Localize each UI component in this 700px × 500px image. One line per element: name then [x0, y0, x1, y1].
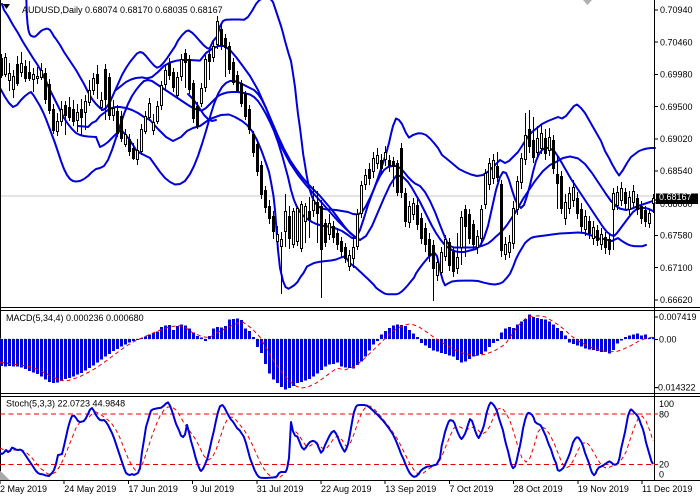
svg-text:0.70460: 0.70460 — [660, 37, 693, 47]
svg-text:0.67580: 0.67580 — [660, 231, 693, 241]
svg-text:9 Jul 2019: 9 Jul 2019 — [193, 484, 235, 494]
svg-text:AUDUSD,Daily 0.68074 0.68170: AUDUSD,Daily 0.68074 0.68170 0.68035 0.6… — [22, 5, 223, 15]
svg-text:0.69980: 0.69980 — [660, 70, 693, 80]
svg-text:0.68167: 0.68167 — [659, 192, 692, 202]
svg-text:2 May 2019: 2 May 2019 — [0, 484, 47, 494]
svg-text:0: 0 — [659, 470, 664, 480]
svg-text:20: 20 — [659, 460, 669, 470]
svg-text:22 Aug 2019: 22 Aug 2019 — [321, 484, 372, 494]
svg-text:11 Dec 2019: 11 Dec 2019 — [642, 484, 692, 494]
svg-text:7 Oct 2019: 7 Oct 2019 — [449, 484, 493, 494]
svg-text:0.66620: 0.66620 — [660, 295, 693, 305]
svg-text:13 Sep 2019: 13 Sep 2019 — [385, 484, 436, 494]
svg-text:28 Oct 2019: 28 Oct 2019 — [514, 484, 563, 494]
svg-text:MACD(5,34,4) 0.000236 0.000680: MACD(5,34,4) 0.000236 0.000680 — [6, 313, 144, 323]
svg-text:24 May 2019: 24 May 2019 — [64, 484, 116, 494]
svg-text:-0.014322: -0.014322 — [655, 383, 696, 393]
svg-text:0.70940: 0.70940 — [660, 5, 693, 15]
svg-text:100: 100 — [659, 399, 674, 409]
svg-text:17 Jun 2019: 17 Jun 2019 — [128, 484, 178, 494]
svg-text:31 Jul 2019: 31 Jul 2019 — [257, 484, 304, 494]
svg-text:0.69020: 0.69020 — [660, 134, 693, 144]
svg-text:19 Nov 2019: 19 Nov 2019 — [578, 484, 629, 494]
svg-text:80: 80 — [659, 409, 669, 419]
svg-text:0.007419: 0.007419 — [659, 312, 697, 322]
svg-text:0.69500: 0.69500 — [660, 102, 693, 112]
svg-text:0.00: 0.00 — [659, 335, 677, 345]
svg-text:0.67100: 0.67100 — [660, 263, 693, 273]
svg-text:Stoch(5,3,3) 22.0723 44.9848: Stoch(5,3,3) 22.0723 44.9848 — [6, 399, 125, 409]
svg-text:0.68540: 0.68540 — [660, 166, 693, 176]
